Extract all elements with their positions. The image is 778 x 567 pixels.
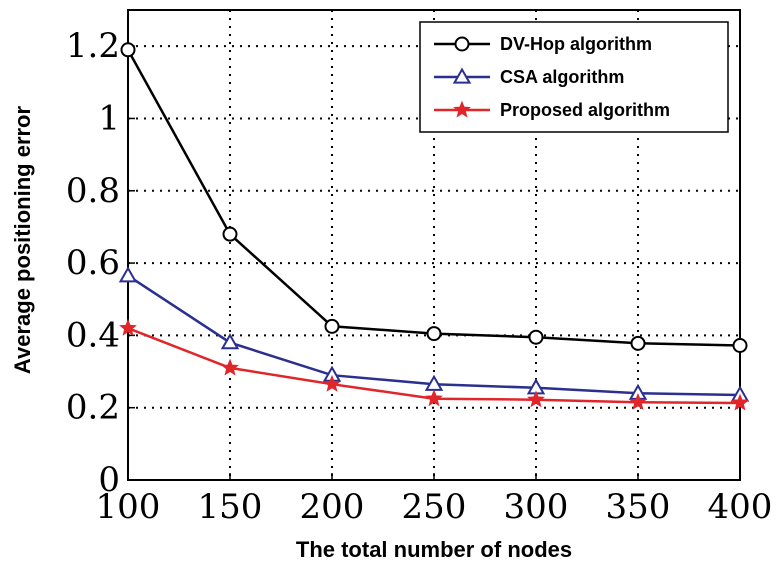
- y-tick-label: 0.6: [66, 243, 120, 283]
- data-point: [323, 374, 341, 392]
- data-point: [630, 335, 646, 351]
- data-point: [119, 318, 137, 336]
- y-tick-label: 0.2: [66, 388, 120, 428]
- legend-entry: CSA algorithm: [434, 67, 624, 87]
- x-tick-label: 300: [504, 487, 569, 527]
- data-point: [629, 392, 647, 410]
- legend-label: DV-Hop algorithm: [500, 34, 652, 54]
- series-layer: [118, 42, 750, 411]
- y-tick-label: 0.4: [66, 315, 120, 355]
- data-point: [527, 390, 545, 408]
- data-point: [425, 389, 443, 407]
- data-point: [222, 226, 238, 242]
- data-point: [731, 393, 749, 411]
- y-tick-label: 0: [98, 460, 120, 500]
- legend-entry: DV-Hop algorithm: [434, 34, 652, 54]
- x-tick-label: 400: [708, 487, 773, 527]
- x-tick-label: 350: [606, 487, 671, 527]
- data-point: [324, 318, 340, 334]
- legend-label: CSA algorithm: [500, 67, 624, 87]
- data-point: [220, 333, 240, 350]
- legend-label: Proposed algorithm: [500, 100, 670, 120]
- legend: DV-Hop algorithm CSA algorithm Proposed al…: [419, 21, 729, 133]
- legend-marker: [454, 36, 470, 52]
- data-point: [120, 42, 136, 58]
- legend-marker: [453, 100, 471, 118]
- series-3: [119, 318, 749, 411]
- x-tick-label: 200: [300, 487, 365, 527]
- x-tick-label: 100: [96, 487, 161, 527]
- data-point: [732, 338, 748, 354]
- x-tick-label: 250: [402, 487, 467, 527]
- data-point: [221, 358, 239, 376]
- axis-ticks: 100 150 200 250 300 350 400 0 0.2 0.4 0.6 0.8 1 1.2: [66, 26, 773, 527]
- y-tick-label: 1: [98, 98, 120, 138]
- data-point: [118, 266, 138, 283]
- y-tick-label: 1.2: [66, 26, 120, 66]
- y-axis-title: Average positioning error: [10, 105, 35, 374]
- y-tick-label: 0.8: [66, 171, 120, 211]
- legend-marker: [452, 67, 472, 84]
- data-point: [426, 326, 442, 342]
- x-tick-label: 150: [198, 487, 263, 527]
- series-1: [120, 42, 748, 354]
- data-point: [528, 329, 544, 345]
- legend-entry: Proposed algorithm: [434, 100, 670, 120]
- x-axis-title: The total number of nodes: [296, 537, 572, 562]
